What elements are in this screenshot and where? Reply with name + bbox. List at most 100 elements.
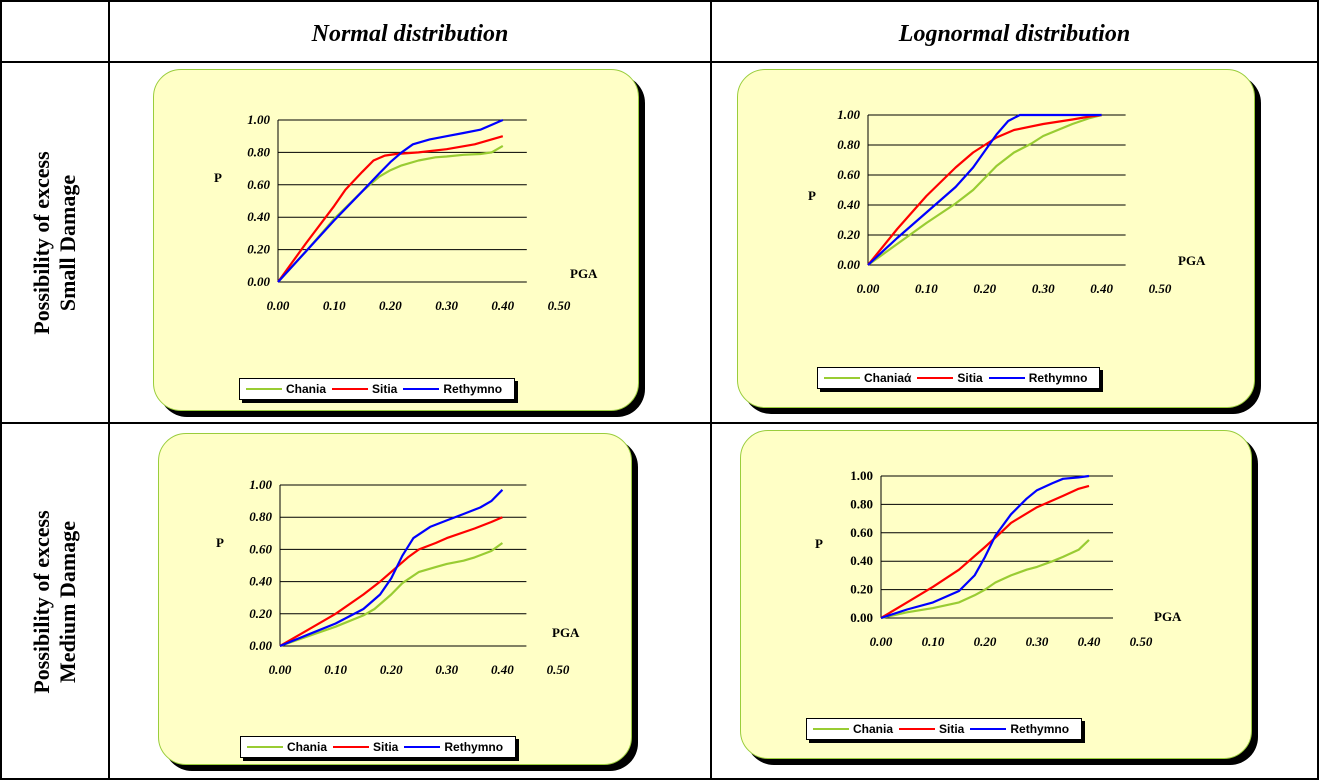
row2-label-line1: Possibility of excess [29, 510, 54, 694]
y-tick-label: 0.20 [247, 242, 270, 257]
series-line-chania [279, 542, 504, 648]
series-line-rethymno [279, 489, 504, 648]
x-tick-label: 0.30 [1032, 281, 1055, 296]
x-tick-label: 0.00 [267, 298, 290, 313]
y-axis-label: P [214, 170, 222, 185]
series-line-sitia [867, 113, 1102, 266]
legend-item-rethymno: Rethymno [404, 740, 503, 754]
corner-cell [0, 0, 110, 63]
series-line-sitia [277, 135, 504, 283]
x-tick-label: 0.50 [1130, 634, 1153, 649]
y-tick-label: 0.80 [247, 144, 270, 159]
x-tick-label: 0.10 [323, 298, 346, 313]
chart-2: 0.00 0.20 0.40 0.60 0.80 1.00 0.00 0.10 0.20 0.30… [808, 107, 1206, 296]
legend-swatch [899, 727, 936, 731]
y-tick-label: 0.40 [850, 553, 873, 568]
legend-item-rethymno: Rethymno [403, 382, 502, 396]
x-tick-label: 0.10 [922, 634, 945, 649]
y-tick-label: 0.20 [249, 606, 272, 621]
x-axis-label: PGA [1154, 609, 1182, 624]
legend-swatch [404, 745, 441, 749]
x-tick-label: 0.50 [548, 298, 571, 313]
series-line-rethymno [277, 118, 504, 283]
y-axis-label: P [808, 188, 816, 203]
x-tick-label: 0.20 [380, 662, 403, 677]
chart-3: 0.00 0.20 0.40 0.60 0.80 1.00 0.00 0.10 0.20 0.30… [216, 477, 580, 677]
x-tick-label: 0.40 [1078, 634, 1101, 649]
y-tick-label: 0.60 [850, 525, 873, 540]
legend-item-sitia: Sitia [333, 740, 398, 754]
legend-item-chania: Chania [246, 382, 326, 396]
legend-3: Chania Sitia Rethymno [240, 736, 517, 758]
row1-label-line2: Small Damage [55, 174, 80, 312]
legend-item-rethymno: Rethymno [970, 722, 1069, 736]
header-lognormal: Lognormal distribution [898, 21, 1131, 47]
chart-panel-2: 0.00 0.20 0.40 0.60 0.80 1.00 0.00 0.10 0.20 0.30… [737, 69, 1255, 408]
x-tick-label: 0.00 [857, 281, 880, 296]
legend-swatch [988, 376, 1025, 380]
x-tick-label: 0.30 [435, 298, 458, 313]
row2-lognormal-cell [710, 422, 1319, 780]
legend-label: Rethymno [1010, 722, 1070, 736]
y-tick-label: 0.60 [247, 177, 270, 192]
legend-label: Chania [853, 722, 894, 736]
y-tick-label: 0.40 [247, 209, 270, 224]
series-line-rethymno [867, 113, 1102, 266]
legend-item-chania: Chaniaά [824, 371, 911, 385]
legend-label: Chaniaά [864, 371, 912, 385]
legend-label: Sitia [372, 382, 398, 396]
y-tick-label: 0.80 [249, 509, 272, 524]
x-axis-label: PGA [552, 625, 580, 640]
series-line-sitia [880, 484, 1090, 619]
x-tick-label: 0.10 [324, 662, 347, 677]
legend-swatch [970, 727, 1007, 731]
y-tick-label: 0.00 [850, 610, 873, 625]
legend-label: Sitia [957, 371, 983, 385]
y-tick-label: 0.80 [837, 137, 860, 152]
legend-swatch [332, 387, 369, 391]
row2-label-line2: Medium Damage [55, 521, 80, 683]
legend-label: Rethymno [444, 740, 504, 754]
y-tick-label: 0.00 [247, 274, 270, 289]
header-lognormal-cell: Lognormal distribution [710, 0, 1319, 63]
y-tick-label: 1.00 [247, 112, 270, 127]
chart-panel-1: 0.00 0.20 0.40 0.60 0.80 1.00 0.00 0.10 0.20 0.30… [153, 69, 639, 411]
legend-2: Chaniaά Sitia Rethymno [817, 367, 1101, 389]
x-tick-label: 0.20 [974, 634, 997, 649]
x-tick-label: 0.40 [1090, 281, 1113, 296]
header-normal-cell: Normal distribution [108, 0, 712, 63]
legend-item-rethymno: Rethymno [988, 371, 1087, 385]
legend-item-sitia: Sitia [917, 371, 983, 385]
x-tick-label: 0.00 [870, 634, 893, 649]
legend-swatch [813, 727, 849, 731]
legend-swatch [917, 376, 954, 380]
legend-item-sitia: Sitia [332, 382, 397, 396]
chart-panel-4: 0.00 0.20 0.40 0.60 0.80 1.00 0.00 0.10 0.20 0.30… [740, 430, 1252, 759]
row1-label-cell: Possibility of excess Small Damage [0, 61, 110, 424]
legend-swatch [824, 376, 860, 380]
x-axis-label: PGA [570, 266, 598, 281]
y-tick-label: 0.20 [850, 582, 873, 597]
y-tick-label: 0.40 [837, 197, 860, 212]
row2-label: Possibility of excess Medium Damage [29, 510, 81, 693]
x-tick-label: 0.10 [915, 281, 938, 296]
y-tick-label: 1.00 [837, 107, 860, 122]
series-line-chania [867, 113, 1102, 266]
x-tick-label: 0.00 [269, 662, 292, 677]
x-tick-label: 0.50 [1149, 281, 1172, 296]
row1-label: Possibility of excess Small Damage [29, 151, 81, 334]
x-axis-label: PGA [1178, 253, 1206, 268]
legend-swatch [247, 745, 283, 749]
legend-label: Rethymno [443, 382, 503, 396]
y-tick-label: 0.00 [249, 638, 272, 653]
chart-1: 0.00 0.20 0.40 0.60 0.80 1.00 0.00 0.10 0.20 0.30… [214, 112, 598, 313]
x-tick-label: 0.50 [547, 662, 570, 677]
legend-item-chania: Chania [813, 722, 893, 736]
legend-label: Sitia [373, 740, 399, 754]
legend-label: Sitia [939, 722, 965, 736]
series-line-sitia [279, 516, 503, 647]
legend-swatch [246, 387, 282, 391]
legend-item-sitia: Sitia [899, 722, 964, 736]
legend-label: Chania [286, 382, 327, 396]
